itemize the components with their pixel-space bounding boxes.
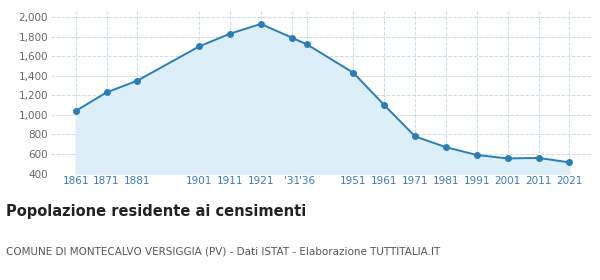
Text: Popolazione residente ai censimenti: Popolazione residente ai censimenti <box>6 204 306 220</box>
Text: COMUNE DI MONTECALVO VERSIGGIA (PV) - Dati ISTAT - Elaborazione TUTTITALIA.IT: COMUNE DI MONTECALVO VERSIGGIA (PV) - Da… <box>6 246 440 256</box>
Point <box>349 71 358 75</box>
Point <box>256 22 266 26</box>
Point <box>534 156 544 160</box>
Point <box>102 90 112 95</box>
Point <box>225 31 235 36</box>
Point <box>133 78 142 83</box>
Point <box>379 103 389 107</box>
Point <box>71 109 80 113</box>
Point <box>472 153 482 157</box>
Point <box>302 42 312 47</box>
Point <box>194 44 204 49</box>
Point <box>565 160 574 165</box>
Point <box>410 134 420 139</box>
Point <box>503 156 512 161</box>
Point <box>441 145 451 150</box>
Point <box>287 35 296 40</box>
